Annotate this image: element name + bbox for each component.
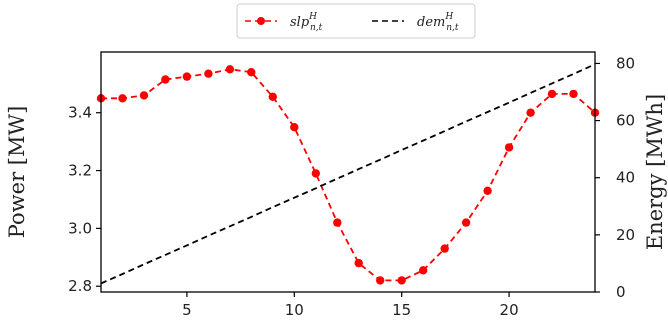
data-point-slp-6 [204,69,213,78]
data-point-slp-2 [118,94,127,103]
data-point-slp-18 [461,218,471,227]
data-point-slp-19 [483,186,492,195]
legend-label-dem-sub: n,t [446,23,459,33]
data-point-slp-7 [225,65,235,74]
series-line-slp [101,68,596,282]
data-point-slp-5 [182,72,192,81]
right-y-tick-label: 60 [616,112,635,130]
right-y-tick-label: 0 [616,283,626,301]
data-point-slp-8 [247,68,256,77]
data-point-slp-3 [139,91,149,100]
right-y-axis-title: Energy [MWh] [643,94,667,250]
data-point-slp-20 [504,143,514,152]
legend-label-slp-sub: n,t [310,23,323,33]
plot-frame [100,51,596,293]
data-point-slp-15 [397,276,406,285]
data-point-slp-17 [440,244,449,253]
legend-label-slp-sup: H [308,12,317,22]
left-y-axis: 2.8 3.0 3.2 3.4 [68,104,101,295]
data-point-slp-21 [526,108,535,117]
left-y-axis-title: Power [MW] [5,106,29,239]
data-point-slp-12 [333,218,342,227]
data-point-slp-9 [268,92,277,102]
data-point-slp-11 [311,169,320,178]
legend-box [236,3,476,39]
x-axis: 5 10 15 20 [182,292,519,319]
plot-lines [96,63,600,285]
right-y-tick-label: 80 [616,54,635,72]
data-point-slp-14 [376,276,385,285]
legend: slpH n,t demH n,t [236,3,476,39]
x-tick-label: 15 [392,301,411,319]
x-tick-label: 5 [182,301,192,319]
data-point-slp-22 [547,89,557,99]
data-point-slp-13 [354,258,363,268]
left-y-tick-label: 2.8 [68,277,92,295]
data-point-slp-10 [290,123,299,132]
left-y-tick-label: 3.0 [68,219,92,237]
x-tick-label: 10 [285,301,304,319]
data-point-slp-23 [569,89,578,99]
data-point-slp-4 [161,75,170,84]
x-tick-label: 20 [500,301,519,319]
right-y-axis: 0 20 40 60 80 [595,54,635,301]
left-y-tick-label: 3.4 [68,104,92,122]
series-line-dem [100,63,596,285]
data-point-slp-16 [419,266,428,275]
legend-label-slp-name: slp [290,15,310,30]
right-y-tick-label: 20 [616,226,635,244]
legend-label-dem-sup: H [444,12,453,22]
right-y-tick-label: 40 [616,169,635,187]
legend-label-dem: demH n,t [417,12,459,33]
legend-label-slp: slpH n,t [290,12,323,33]
left-y-tick-label: 3.2 [68,162,92,180]
legend-label-dem-name: dem [417,15,445,30]
legend-marker-slp [257,17,265,25]
